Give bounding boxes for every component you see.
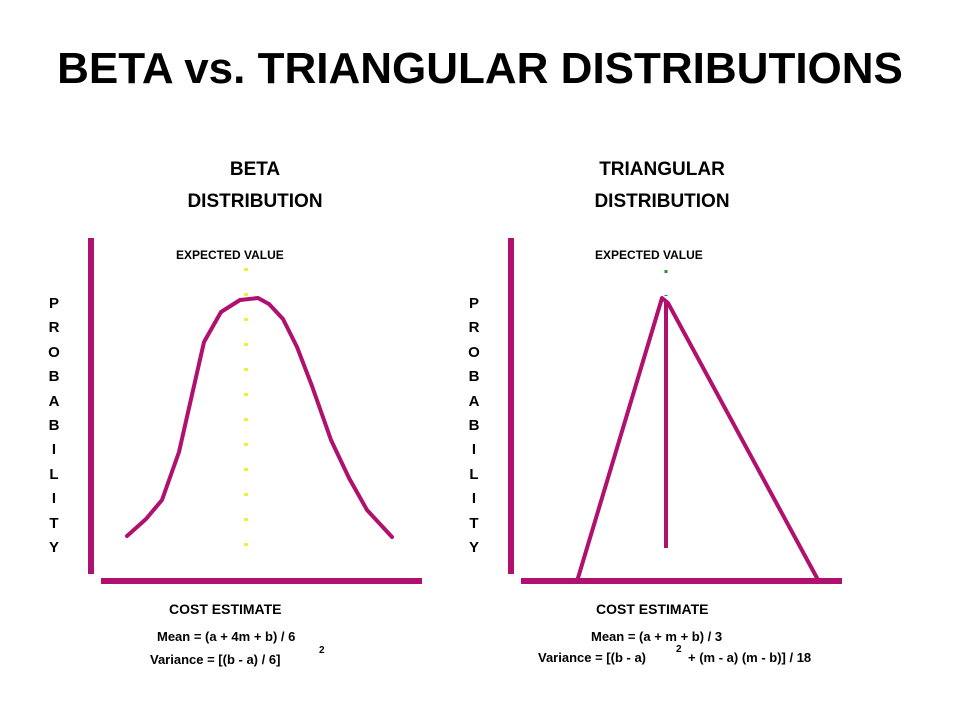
beta-y-axis-letter: T bbox=[49, 514, 59, 532]
triangular-y-axis-letter: B bbox=[468, 368, 480, 386]
triangular-curve bbox=[576, 296, 819, 580]
triangular-y-axis-letter: I bbox=[471, 441, 477, 459]
beta-x-axis-label: COST ESTIMATE bbox=[169, 601, 282, 617]
triangular-y-axis bbox=[508, 238, 514, 574]
triangular-heading: TRIANGULAR DISTRIBUTION bbox=[512, 154, 812, 218]
beta-y-axis-letter: L bbox=[49, 465, 59, 483]
triangular-y-axis-letter: Y bbox=[468, 539, 479, 557]
beta-y-axis-letter: A bbox=[48, 392, 60, 410]
triangular-variance-formula-part2: + (m - a) (m - b)] / 18 bbox=[688, 650, 812, 665]
beta-y-axis-letter: R bbox=[48, 319, 60, 337]
triangular-expected-value-label: EXPECTED VALUE bbox=[595, 248, 703, 262]
beta-y-axis-letter: I bbox=[51, 441, 57, 459]
beta-heading-line1: BETA bbox=[229, 159, 281, 180]
triangular-y-axis-letter: B bbox=[468, 417, 480, 435]
beta-y-axis-letter: B bbox=[48, 417, 60, 435]
triangular-y-axis-letter: I bbox=[471, 490, 477, 508]
beta-curve bbox=[125, 296, 394, 539]
beta-variance-formula: Variance = [(b - a) / 6] bbox=[150, 652, 281, 667]
beta-mean-formula: Mean = (a + 4m + b) / 6 bbox=[157, 629, 296, 644]
beta-y-axis-letter: P bbox=[48, 295, 59, 312]
triangular-y-axis-letter: A bbox=[468, 392, 480, 410]
triangular-y-axis-letter: L bbox=[469, 465, 479, 483]
triangular-y-axis-letter: T bbox=[469, 514, 479, 532]
beta-variance-exponent: 2 bbox=[319, 645, 325, 656]
page-title: BETA vs. TRIANGULAR DISTRIBUTIONS bbox=[57, 44, 903, 93]
triangular-y-axis-letter: R bbox=[468, 319, 480, 337]
triangular-x-axis bbox=[521, 578, 842, 584]
beta-y-axis-letter: B bbox=[48, 368, 60, 386]
triangular-variance-formula-part1: Variance = [(b - a) bbox=[538, 650, 647, 665]
triangular-heading-line1: TRIANGULAR bbox=[599, 159, 725, 180]
beta-y-axis-letter: I bbox=[51, 490, 57, 508]
triangular-x-axis-label: COST ESTIMATE bbox=[596, 601, 709, 617]
beta-y-axis bbox=[88, 238, 94, 574]
beta-heading: BETA DISTRIBUTION bbox=[105, 154, 405, 218]
triangular-heading-line2: DISTRIBUTION bbox=[594, 191, 730, 212]
triangular-y-axis-letter: P bbox=[468, 295, 479, 312]
triangular-mean-formula: Mean = (a + m + b) / 3 bbox=[591, 629, 723, 644]
beta-heading-line2: DISTRIBUTION bbox=[187, 191, 323, 212]
beta-x-axis bbox=[101, 578, 422, 584]
beta-y-axis-letter: Y bbox=[48, 539, 59, 557]
beta-y-axis-letter: O bbox=[48, 343, 60, 361]
triangular-y-axis-letter: O bbox=[468, 343, 480, 361]
triangular-variance-exponent: 2 bbox=[676, 644, 682, 655]
beta-expected-value-label: EXPECTED VALUE bbox=[176, 248, 284, 262]
